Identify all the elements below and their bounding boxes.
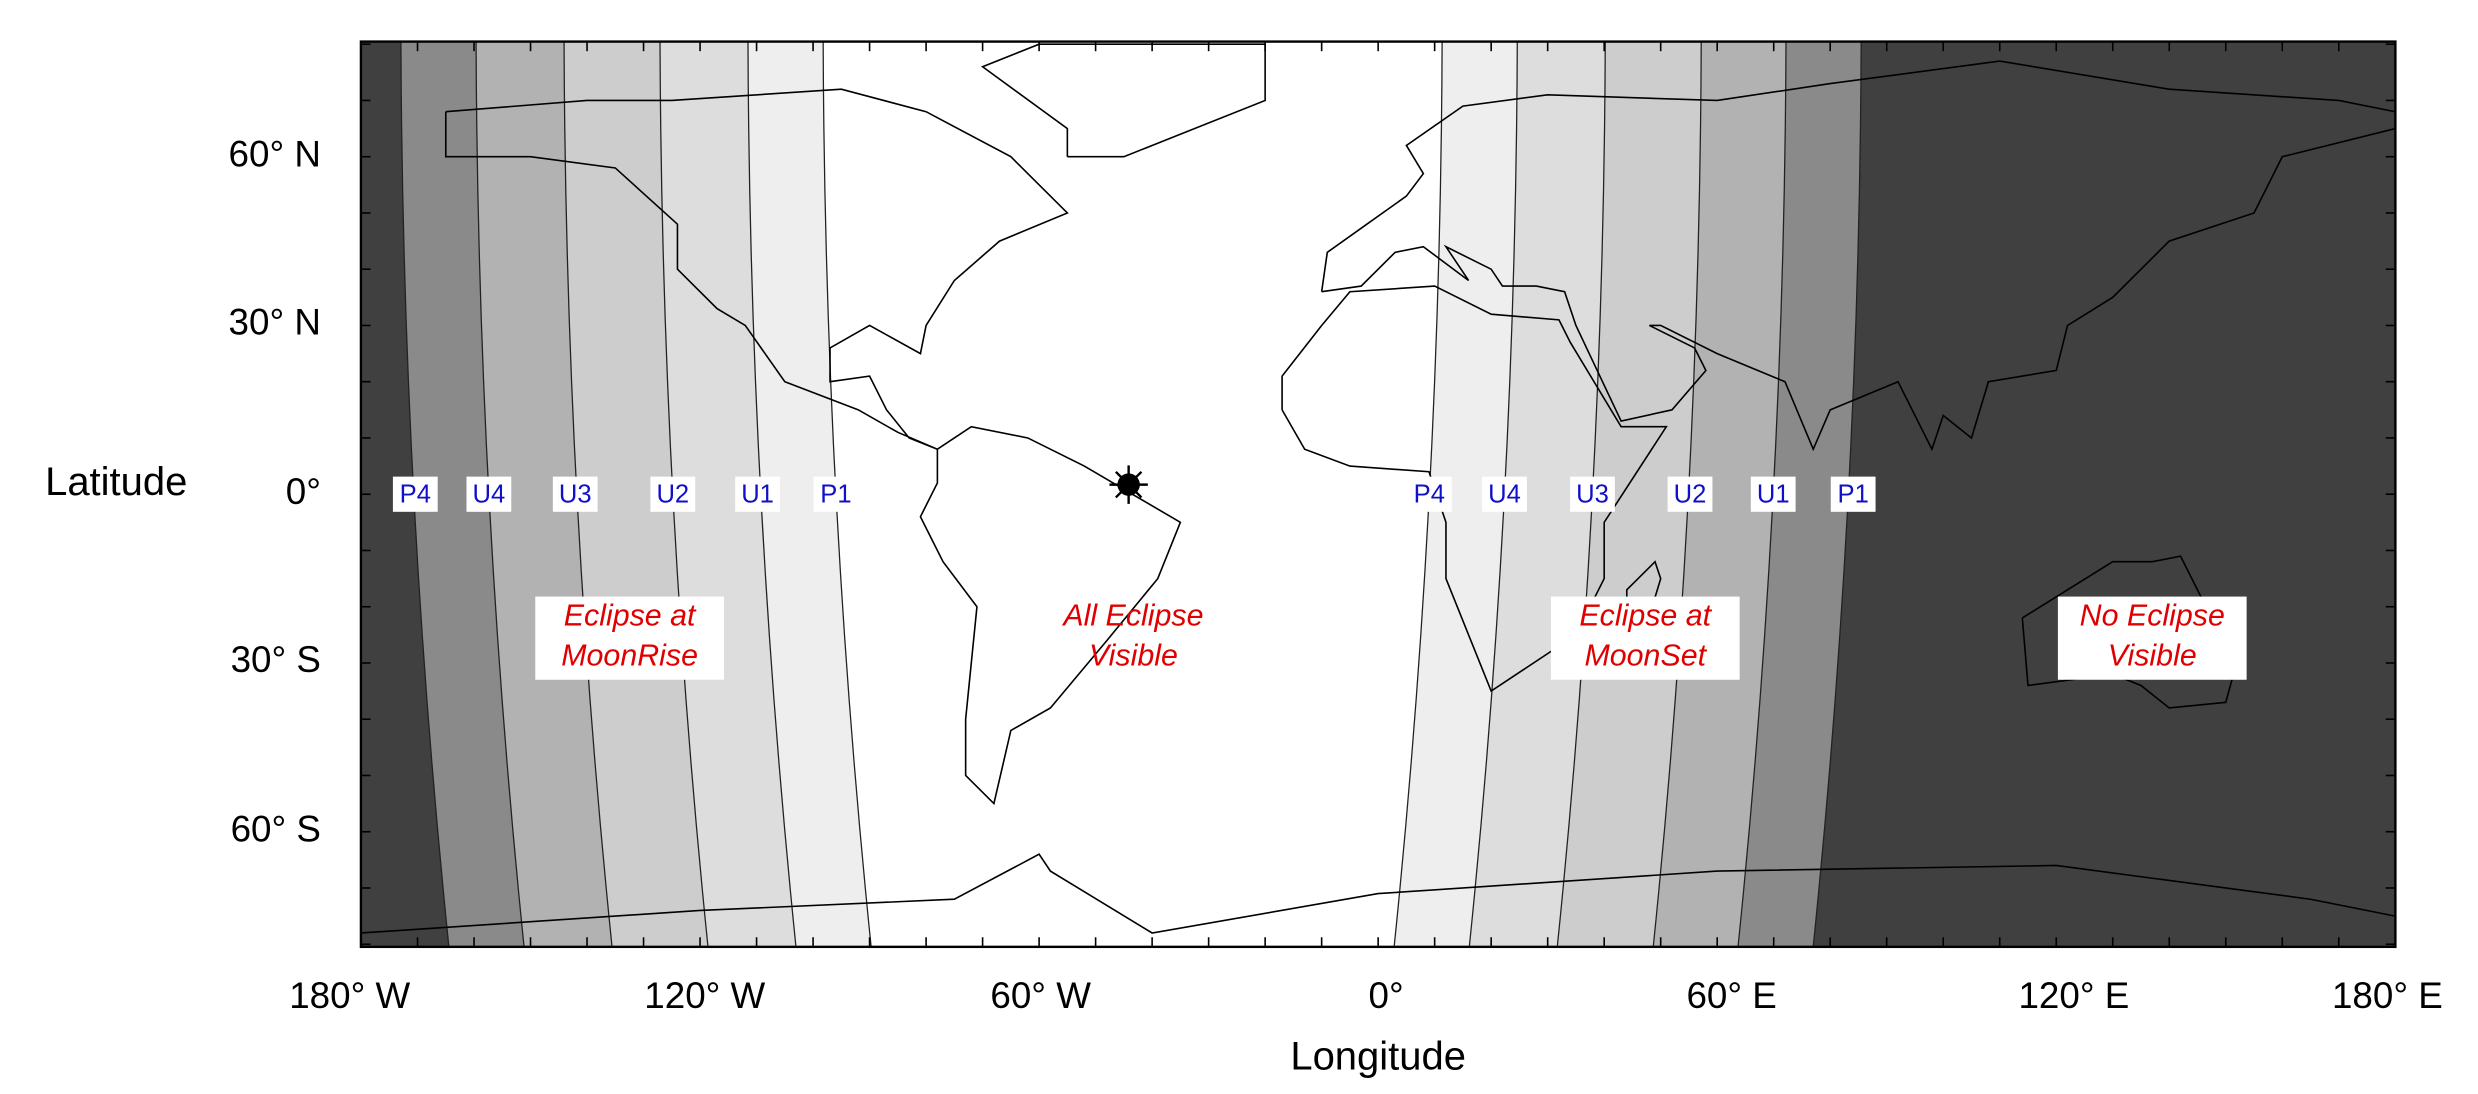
region-label: Eclipse at (1579, 598, 1712, 632)
contact-label: P1 (1838, 481, 1869, 509)
contact-box (813, 476, 859, 512)
contact-box (1750, 476, 1796, 512)
contact-label: U2 (656, 481, 689, 509)
y-tick-label: 30° N (229, 301, 321, 342)
contact-box (552, 476, 598, 512)
contact-box (1830, 476, 1876, 512)
band (1813, 41, 2396, 947)
region-label: No Eclipse (2080, 598, 2225, 632)
region-label: Eclipse at (564, 598, 697, 632)
coastline-south-america (919, 425, 1182, 806)
x-tick-label: 0° (1369, 975, 1404, 1016)
coastline-north-america (444, 88, 1069, 450)
region-box (535, 596, 724, 680)
region-label: All Eclipse (1061, 598, 1203, 632)
y-tick-label: 60° S (231, 808, 321, 849)
region-label: MoonRise (561, 638, 698, 672)
coastline-antarctica (360, 853, 2396, 934)
region-label: Visible (1089, 638, 1178, 672)
contact-label: U1 (741, 481, 774, 509)
x-tick-label: 120° W (644, 975, 765, 1016)
region-box (2057, 596, 2247, 680)
x-axis-label: Longitude (1290, 1034, 1466, 1078)
contact-label: U3 (559, 481, 592, 509)
contact-label: U3 (1576, 481, 1609, 509)
x-tick-label: 60° E (1686, 975, 1776, 1016)
region-label: Visible (2108, 638, 2197, 672)
region-box (1550, 596, 1740, 680)
contact-box (1570, 476, 1615, 512)
x-tick-label: 180° W (289, 975, 410, 1016)
contact-label: P1 (820, 481, 851, 509)
coastline-eurasia (1320, 60, 2396, 452)
sun-marker (1109, 465, 1148, 504)
contact-label: U1 (1757, 481, 1790, 509)
map-frame (359, 40, 2397, 949)
contact-label: U2 (1674, 481, 1707, 509)
contact-box (650, 476, 696, 512)
region-label: MoonSet (1584, 638, 1707, 672)
contact-label: U4 (1488, 481, 1521, 509)
x-tick-label: 60° W (990, 975, 1091, 1016)
y-axis-label: Latitude (45, 460, 187, 504)
contact-box (1667, 476, 1713, 512)
contact-label: P4 (1414, 481, 1445, 509)
y-tick-label: 60° N (229, 133, 321, 174)
contact-box (466, 476, 512, 512)
contact-box (1406, 476, 1452, 512)
frame-ticks (360, 41, 2397, 947)
contact-label: P4 (400, 481, 431, 509)
contact-box (735, 476, 780, 512)
contact-box (1482, 476, 1527, 512)
x-tick-label: 180° E (2332, 975, 2443, 1016)
contact-box (392, 476, 438, 512)
contact-label: U4 (473, 481, 506, 509)
labels: 60° N 30° N 0° 30° S 60° S 180° W 120° W 60° W 0… (229, 133, 2443, 1015)
y-tick-label: 30° S (231, 639, 321, 680)
x-tick-label: 120° E (2018, 975, 2129, 1016)
y-tick-label: 0° (286, 471, 321, 512)
